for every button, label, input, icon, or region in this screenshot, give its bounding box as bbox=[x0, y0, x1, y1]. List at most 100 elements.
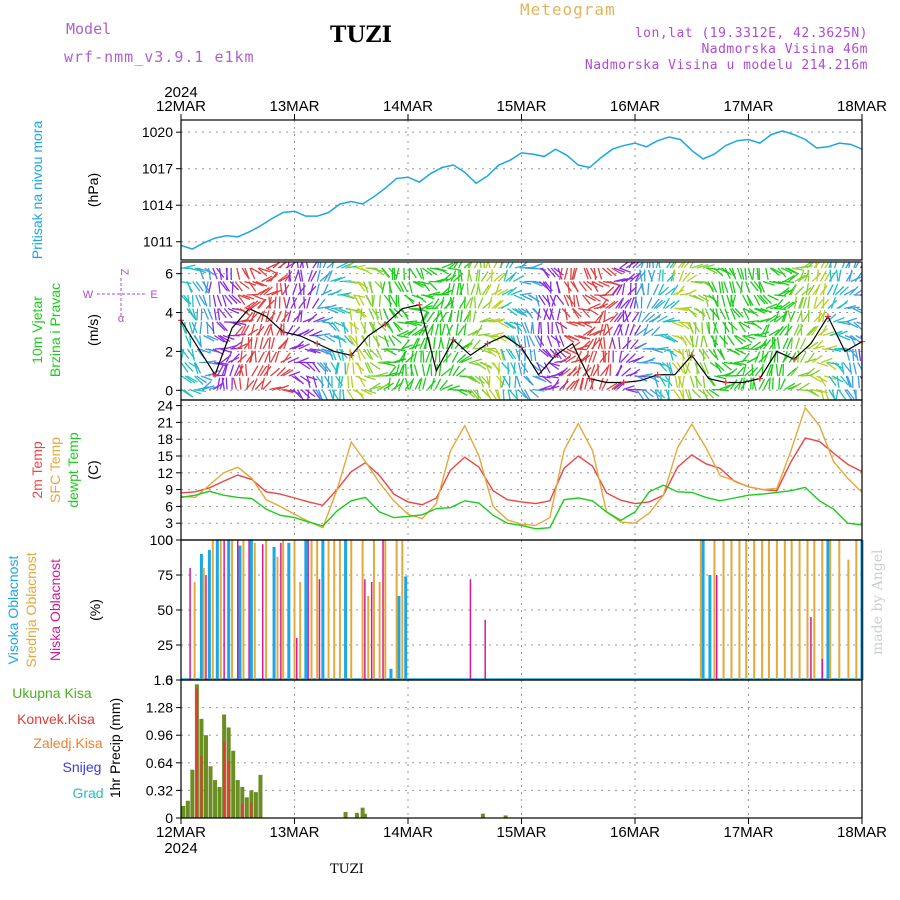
wind-arrow bbox=[611, 337, 616, 350]
wind-arrow bbox=[719, 335, 729, 345]
wind-arrow bbox=[557, 267, 563, 280]
wind-arrow bbox=[270, 367, 281, 377]
wind-arrow bbox=[366, 362, 374, 374]
wind-arrow bbox=[337, 335, 342, 348]
wind-arrow bbox=[269, 323, 274, 336]
wind-arrow bbox=[684, 389, 691, 400]
wind-arrow bbox=[459, 310, 463, 323]
wind-arrow bbox=[820, 298, 830, 309]
wind-arrow bbox=[640, 283, 646, 296]
mid-cloud-bar bbox=[829, 540, 832, 680]
wind-arrow bbox=[528, 335, 536, 347]
high-cloud-bar bbox=[272, 547, 276, 680]
wind-arrow bbox=[602, 350, 605, 363]
wind-gust-marker bbox=[348, 352, 355, 359]
wind-arrow bbox=[212, 267, 218, 280]
wind-arrow bbox=[805, 367, 816, 377]
wind-arrow bbox=[410, 350, 414, 363]
wind-arrow bbox=[855, 334, 862, 340]
wind-arrow bbox=[388, 366, 397, 377]
wind-arrow bbox=[409, 343, 421, 350]
wind-arrow bbox=[292, 343, 304, 350]
wind-arrow bbox=[456, 310, 460, 323]
wind-arrow bbox=[822, 296, 825, 309]
wind-arrow bbox=[450, 270, 457, 282]
wind-arrow bbox=[584, 350, 590, 363]
xtick-label-top: 12MAR bbox=[156, 98, 206, 115]
wind-arrow bbox=[513, 362, 516, 375]
wind-arrow bbox=[719, 348, 726, 361]
wind-arrow bbox=[582, 328, 594, 337]
wind-arrow bbox=[540, 335, 543, 348]
wind-arrow bbox=[531, 262, 543, 269]
mid-cloud-bar bbox=[783, 540, 786, 680]
wind-arrow bbox=[808, 325, 817, 336]
wind-arrow bbox=[484, 284, 492, 296]
wind-arrow bbox=[364, 388, 377, 395]
ytick-label-precip: 0.96 bbox=[146, 727, 173, 743]
wind-arrow bbox=[617, 297, 625, 309]
wind-arrow bbox=[239, 377, 242, 390]
wind-arrow bbox=[609, 280, 622, 287]
wind-arrow bbox=[236, 267, 241, 280]
wind-arrow bbox=[667, 334, 679, 343]
wind-arrow bbox=[277, 273, 288, 283]
wind-arrow bbox=[574, 334, 587, 340]
wind-arrow bbox=[181, 319, 182, 321]
wind-arrow bbox=[455, 323, 459, 336]
wind-arrow bbox=[841, 362, 845, 375]
wind-arrow bbox=[585, 267, 592, 280]
wind-arrow bbox=[705, 389, 715, 399]
wind-arrow bbox=[316, 298, 326, 309]
wind-arrow bbox=[331, 321, 340, 332]
wind-arrow bbox=[634, 296, 639, 309]
wind-arrow bbox=[641, 312, 651, 323]
wind-arrow bbox=[735, 366, 745, 377]
wind-arrow bbox=[498, 321, 510, 329]
wind-arrow bbox=[790, 366, 799, 377]
wind-arrow bbox=[756, 267, 759, 281]
wind-arrow bbox=[360, 321, 367, 334]
wind-arrow bbox=[575, 294, 580, 307]
compass-cross bbox=[97, 278, 145, 318]
wind-arrow bbox=[563, 294, 570, 307]
wind-arrow bbox=[357, 308, 368, 318]
wind-arrow bbox=[189, 388, 202, 395]
wind-arrow bbox=[519, 280, 532, 285]
wind-arrow bbox=[678, 348, 686, 360]
ytick-label-precip: 0.64 bbox=[146, 755, 173, 771]
wind-arrow bbox=[474, 296, 476, 309]
mid-cloud-bar bbox=[327, 540, 330, 680]
wind-arrow bbox=[598, 310, 605, 323]
wind-arrow bbox=[401, 281, 409, 293]
wind-arrow bbox=[495, 348, 502, 361]
wind-arrow bbox=[678, 375, 681, 389]
wind-arrow bbox=[418, 324, 426, 336]
wind-arrow bbox=[750, 281, 759, 292]
wind-gust-marker bbox=[450, 336, 457, 343]
wind-arrow bbox=[467, 329, 479, 337]
wind-arrow bbox=[646, 297, 653, 309]
conv-precip-bar bbox=[227, 761, 230, 818]
wind-arrow bbox=[203, 308, 210, 320]
wind-arrow bbox=[483, 347, 497, 350]
wind-arrow bbox=[274, 350, 280, 363]
pressure-line bbox=[180, 130, 863, 250]
wind-arrow bbox=[194, 375, 204, 385]
station-title: TUZI bbox=[330, 22, 392, 48]
wind-arrow bbox=[296, 310, 301, 323]
wind-arrow bbox=[280, 368, 291, 377]
wind-arrow bbox=[213, 361, 226, 367]
wind-arrow bbox=[569, 341, 581, 350]
wind-arrow bbox=[237, 354, 248, 363]
wind-arrow bbox=[690, 280, 703, 285]
wind-arrow bbox=[731, 308, 741, 318]
wind-arrow bbox=[540, 384, 553, 391]
total-precip-bar bbox=[480, 813, 485, 818]
wind-arrow bbox=[794, 286, 805, 296]
wind-arrow bbox=[495, 334, 507, 342]
wind-arrow bbox=[235, 365, 244, 377]
wind-arrow bbox=[257, 323, 263, 336]
wind-arrow bbox=[708, 294, 719, 304]
